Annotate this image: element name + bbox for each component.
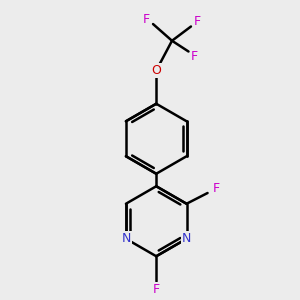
Text: F: F xyxy=(153,283,160,296)
Text: O: O xyxy=(151,64,161,77)
Text: F: F xyxy=(143,13,150,26)
Text: N: N xyxy=(182,232,191,245)
Text: F: F xyxy=(213,182,220,194)
Text: F: F xyxy=(191,50,198,63)
Text: F: F xyxy=(194,15,201,28)
Text: N: N xyxy=(121,232,130,245)
